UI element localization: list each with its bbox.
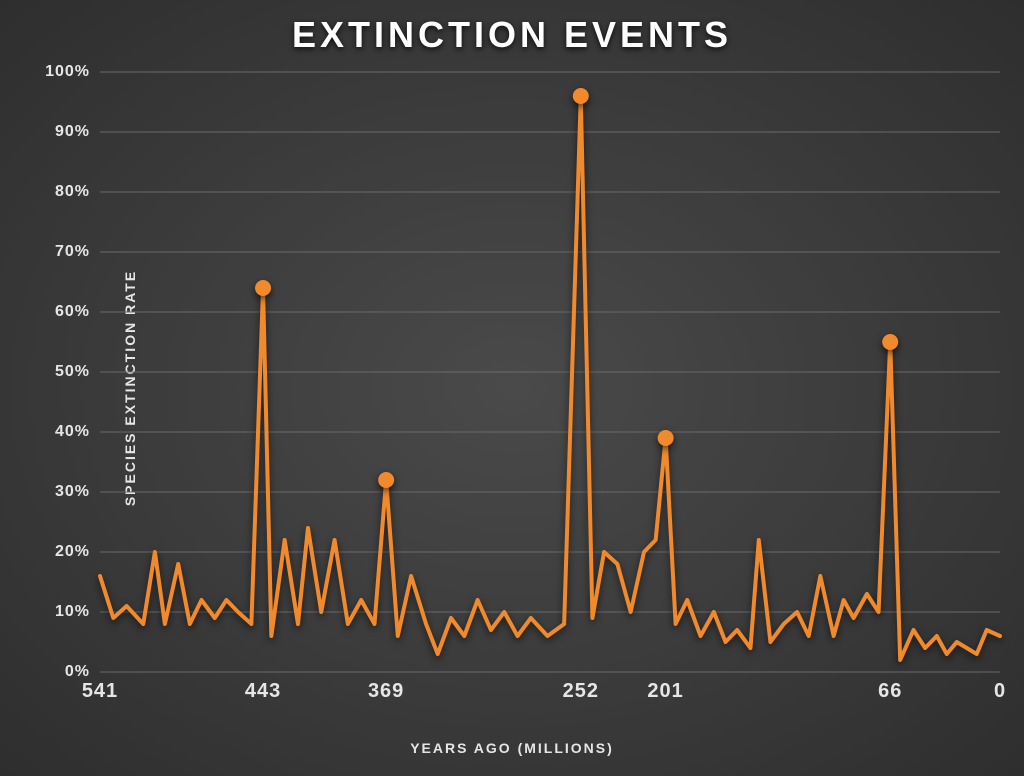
- x-tick-container: 541443369252201660: [100, 72, 1000, 672]
- y-tick-label: 40%: [55, 423, 90, 441]
- y-tick-label: 10%: [55, 603, 90, 621]
- y-tick-label: 90%: [55, 123, 90, 141]
- y-tick-label: 20%: [55, 543, 90, 561]
- y-tick-label: 0%: [65, 663, 90, 681]
- x-tick-label: 0: [994, 680, 1006, 703]
- chart-title: EXTINCTION EVENTS: [0, 14, 1024, 56]
- y-tick-label: 80%: [55, 183, 90, 201]
- x-tick-label: 541: [82, 680, 118, 703]
- x-tick-label: 443: [245, 680, 281, 703]
- x-tick-label: 252: [563, 680, 599, 703]
- y-tick-label: 70%: [55, 243, 90, 261]
- plot-area: 0%10%20%30%40%50%60%70%80%90%100% 541443…: [100, 72, 1000, 672]
- x-tick-label: 369: [368, 680, 404, 703]
- x-axis-label: YEARS AGO (MILLIONS): [0, 740, 1024, 756]
- y-tick-label: 60%: [55, 303, 90, 321]
- y-tick-label: 30%: [55, 483, 90, 501]
- x-tick-label: 66: [878, 680, 902, 703]
- x-tick-label: 201: [647, 680, 683, 703]
- y-tick-label: 100%: [45, 63, 90, 81]
- y-tick-label: 50%: [55, 363, 90, 381]
